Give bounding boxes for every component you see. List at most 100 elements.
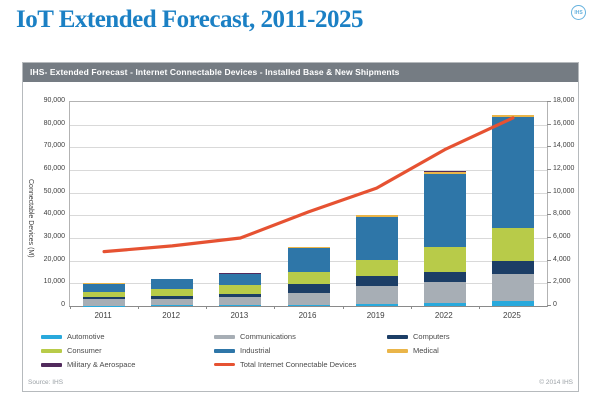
right-axis-tick-mark	[547, 259, 551, 261]
left-axis-tick-label: 20,000	[43, 255, 65, 263]
bar-segment-computers	[423, 272, 466, 282]
bar-segment-automotive	[151, 305, 194, 306]
bar-segment-consumer	[423, 246, 466, 273]
left-axis-tick-label: 40,000	[43, 210, 65, 218]
bar-segment-consumer	[83, 291, 126, 297]
left-axis-tick-label: 0	[61, 301, 65, 308]
right-axis-tick-mark	[547, 169, 551, 170]
left-axis-tick-label: 50,000	[43, 187, 65, 195]
right-axis-tick-label: 6,000	[553, 233, 571, 240]
gridline	[70, 215, 547, 217]
bar-2016	[287, 246, 330, 306]
left-axis-tick-label: 90,000	[43, 97, 65, 104]
bar-segment-industrial	[491, 117, 534, 228]
legend-item-medical: Medical	[387, 346, 571, 355]
bar-segment-computers	[219, 294, 262, 298]
bar-2019	[355, 215, 398, 306]
bar-segment-communications	[423, 281, 466, 304]
legend-item-communications: Communications	[214, 332, 387, 341]
x-axis-tick-mark	[206, 306, 208, 309]
bar-2011	[83, 283, 126, 306]
left-axis-tick-label: 30,000	[43, 233, 65, 240]
bar-segment-computers	[491, 260, 534, 274]
bar-segment-consumer	[287, 271, 330, 285]
bar-segment-industrial	[355, 216, 398, 260]
total-line	[102, 116, 515, 254]
legend-item-consumer: Consumer	[41, 346, 214, 355]
right-axis-tick-mark	[547, 123, 551, 125]
chart-header: IHS- Extended Forecast - Internet Connec…	[23, 63, 578, 82]
left-axis-tick-label: 80,000	[43, 119, 65, 127]
right-axis-tick-mark	[547, 237, 551, 238]
left-axis-tick-label: 10,000	[43, 278, 65, 286]
gridline	[70, 124, 547, 126]
legend: Automotive Communications Computers Consume…	[41, 332, 571, 369]
legend-label: Consumer	[67, 346, 102, 355]
right-axis-tick-label: 8,000	[553, 210, 571, 218]
bar-segment-consumer	[491, 227, 534, 261]
bar-segment-medical	[287, 246, 330, 248]
copyright-note: © 2014 IHS	[539, 379, 573, 386]
gridline	[70, 170, 547, 171]
gridline	[70, 147, 547, 149]
legend-item-computers: Computers	[387, 332, 571, 341]
bar-segment-communications	[219, 297, 262, 306]
bar-2022	[423, 171, 466, 306]
right-axis-tick-label: 12,000	[553, 165, 575, 172]
x-axis-tick-label: 2012	[162, 311, 181, 320]
bar-segment-communications	[355, 286, 398, 304]
bar-2025	[491, 114, 534, 306]
legend-label: Industrial	[240, 346, 271, 355]
legend-item-automotive: Automotive	[41, 332, 214, 341]
chart-panel: IHS- Extended Forecast - Internet Connec…	[22, 62, 579, 392]
legend-label: Computers	[413, 332, 450, 341]
bar-segment-medical	[423, 171, 466, 174]
legend-swatch	[387, 348, 408, 353]
x-axis-tick-mark	[274, 306, 276, 309]
right-axis-tick-label: 0	[553, 301, 557, 308]
right-axis-tick-mark	[547, 101, 551, 102]
left-axis-tick-label: 70,000	[43, 142, 65, 150]
bar-2013	[219, 273, 262, 306]
legend-item-military-aerospace: Military & Aerospace	[41, 360, 214, 369]
bar-segment-automotive	[423, 303, 466, 306]
bar-segment-consumer	[355, 259, 398, 276]
left-axis-tick-label: 60,000	[43, 165, 65, 172]
bar-segment-industrial	[151, 279, 194, 290]
bar-segment-computers	[151, 296, 194, 299]
legend-swatch	[41, 362, 62, 367]
right-axis-tick-mark	[547, 214, 551, 216]
x-axis-tick-label: 2011	[94, 311, 112, 320]
x-axis-tick-label: 2019	[366, 311, 385, 320]
left-axis-title: Connectable Devices (M)	[27, 178, 34, 258]
bar-segment-automotive	[491, 301, 534, 306]
x-axis-tick-label: 2016	[298, 311, 317, 320]
bar-segment-communications	[491, 273, 534, 302]
page-title: IoT Extended Forecast, 2011-2025	[16, 6, 363, 33]
legend-swatch	[214, 363, 235, 366]
bar-segment-industrial	[423, 173, 466, 247]
bar-segment-medical	[491, 114, 534, 118]
right-axis-tick-mark	[547, 191, 551, 193]
right-axis-tick-label: 18,000	[553, 97, 575, 104]
legend-label: Military & Aerospace	[67, 360, 136, 369]
x-axis-tick-mark	[70, 306, 71, 309]
right-axis-tick-mark	[547, 282, 551, 284]
legend-swatch	[41, 348, 62, 353]
bar-segment-automotive	[287, 304, 330, 306]
right-axis-tick-label: 4,000	[553, 255, 571, 263]
x-axis-tick-label: 2013	[230, 311, 249, 320]
x-axis-tick-mark	[410, 306, 412, 309]
bar-2012	[151, 278, 194, 306]
bar-segment-medical	[355, 215, 398, 217]
right-axis-tick-label: 2,000	[553, 278, 571, 286]
bar-segment-computers	[83, 296, 126, 300]
right-axis-tick-label: 14,000	[553, 142, 575, 150]
x-axis-tick-label: 2022	[434, 311, 453, 320]
legend-label: Total Internet Connectable Devices	[240, 360, 357, 369]
bar-segment-industrial	[287, 247, 330, 272]
right-axis-tick-label: 10,000	[553, 187, 575, 195]
right-axis-tick-mark	[547, 305, 551, 306]
x-axis-tick-mark	[138, 306, 140, 309]
